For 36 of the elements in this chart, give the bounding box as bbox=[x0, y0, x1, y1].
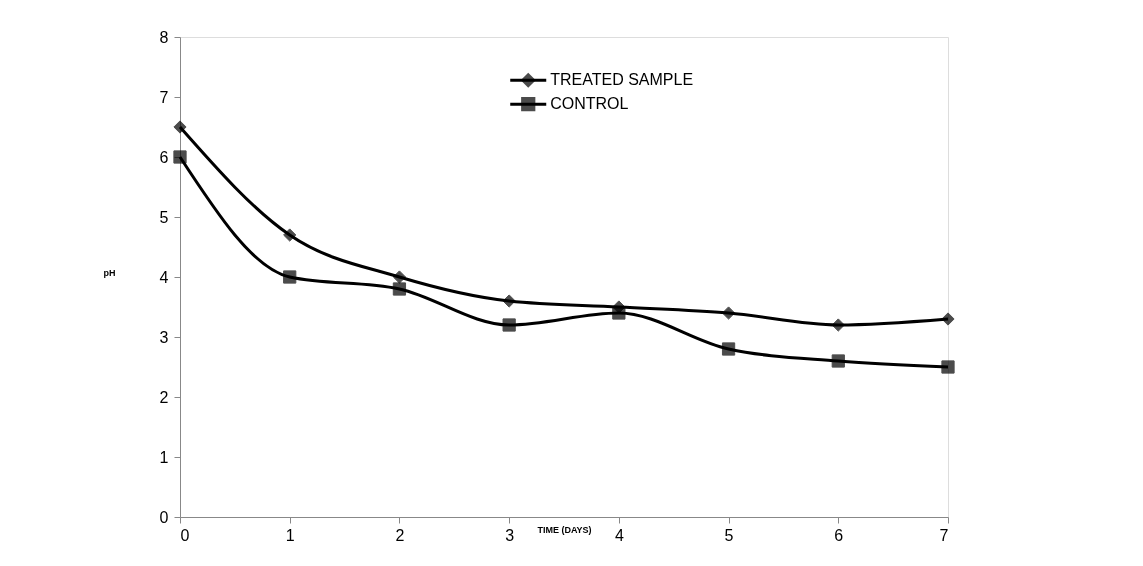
y-tick-label: 4 bbox=[159, 268, 169, 286]
y-tick-label: 0 bbox=[159, 508, 169, 526]
y-tick-label: 8 bbox=[159, 28, 169, 46]
legend-label: CONTROL bbox=[550, 95, 629, 113]
point bbox=[283, 228, 297, 242]
x-tick-label: 0 bbox=[180, 526, 190, 544]
y-tick-label: 1 bbox=[159, 448, 169, 466]
x-tick-label: 7 bbox=[939, 526, 949, 544]
x-tick-label: 4 bbox=[614, 526, 624, 544]
point bbox=[392, 282, 407, 296]
y-tick-label: 2 bbox=[159, 388, 169, 406]
legend-label: TREATED SAMPLE bbox=[550, 71, 694, 89]
point bbox=[612, 300, 626, 314]
point bbox=[721, 342, 736, 356]
y-tick-label: 3 bbox=[159, 328, 169, 346]
x-tick-label: 5 bbox=[724, 526, 734, 544]
x-tick-label: 2 bbox=[395, 526, 405, 544]
y-tick-label: 7 bbox=[159, 88, 169, 106]
y-tick-label: 6 bbox=[159, 148, 169, 166]
x-tick-label: 6 bbox=[834, 526, 844, 544]
x-tick-label: 3 bbox=[505, 526, 515, 544]
point bbox=[721, 306, 736, 320]
point bbox=[173, 150, 187, 164]
point bbox=[502, 294, 516, 308]
y-tick-label: 5 bbox=[159, 208, 169, 226]
point bbox=[283, 270, 297, 284]
point bbox=[831, 354, 845, 368]
point bbox=[941, 360, 955, 374]
y-axis-title: pH bbox=[103, 267, 116, 278]
point bbox=[941, 312, 955, 326]
point bbox=[392, 270, 407, 284]
x-axis-title: TIME (DAYS) bbox=[537, 524, 592, 535]
point bbox=[502, 318, 516, 332]
point bbox=[173, 120, 187, 134]
point bbox=[831, 318, 845, 332]
x-tick-label: 1 bbox=[285, 526, 295, 544]
